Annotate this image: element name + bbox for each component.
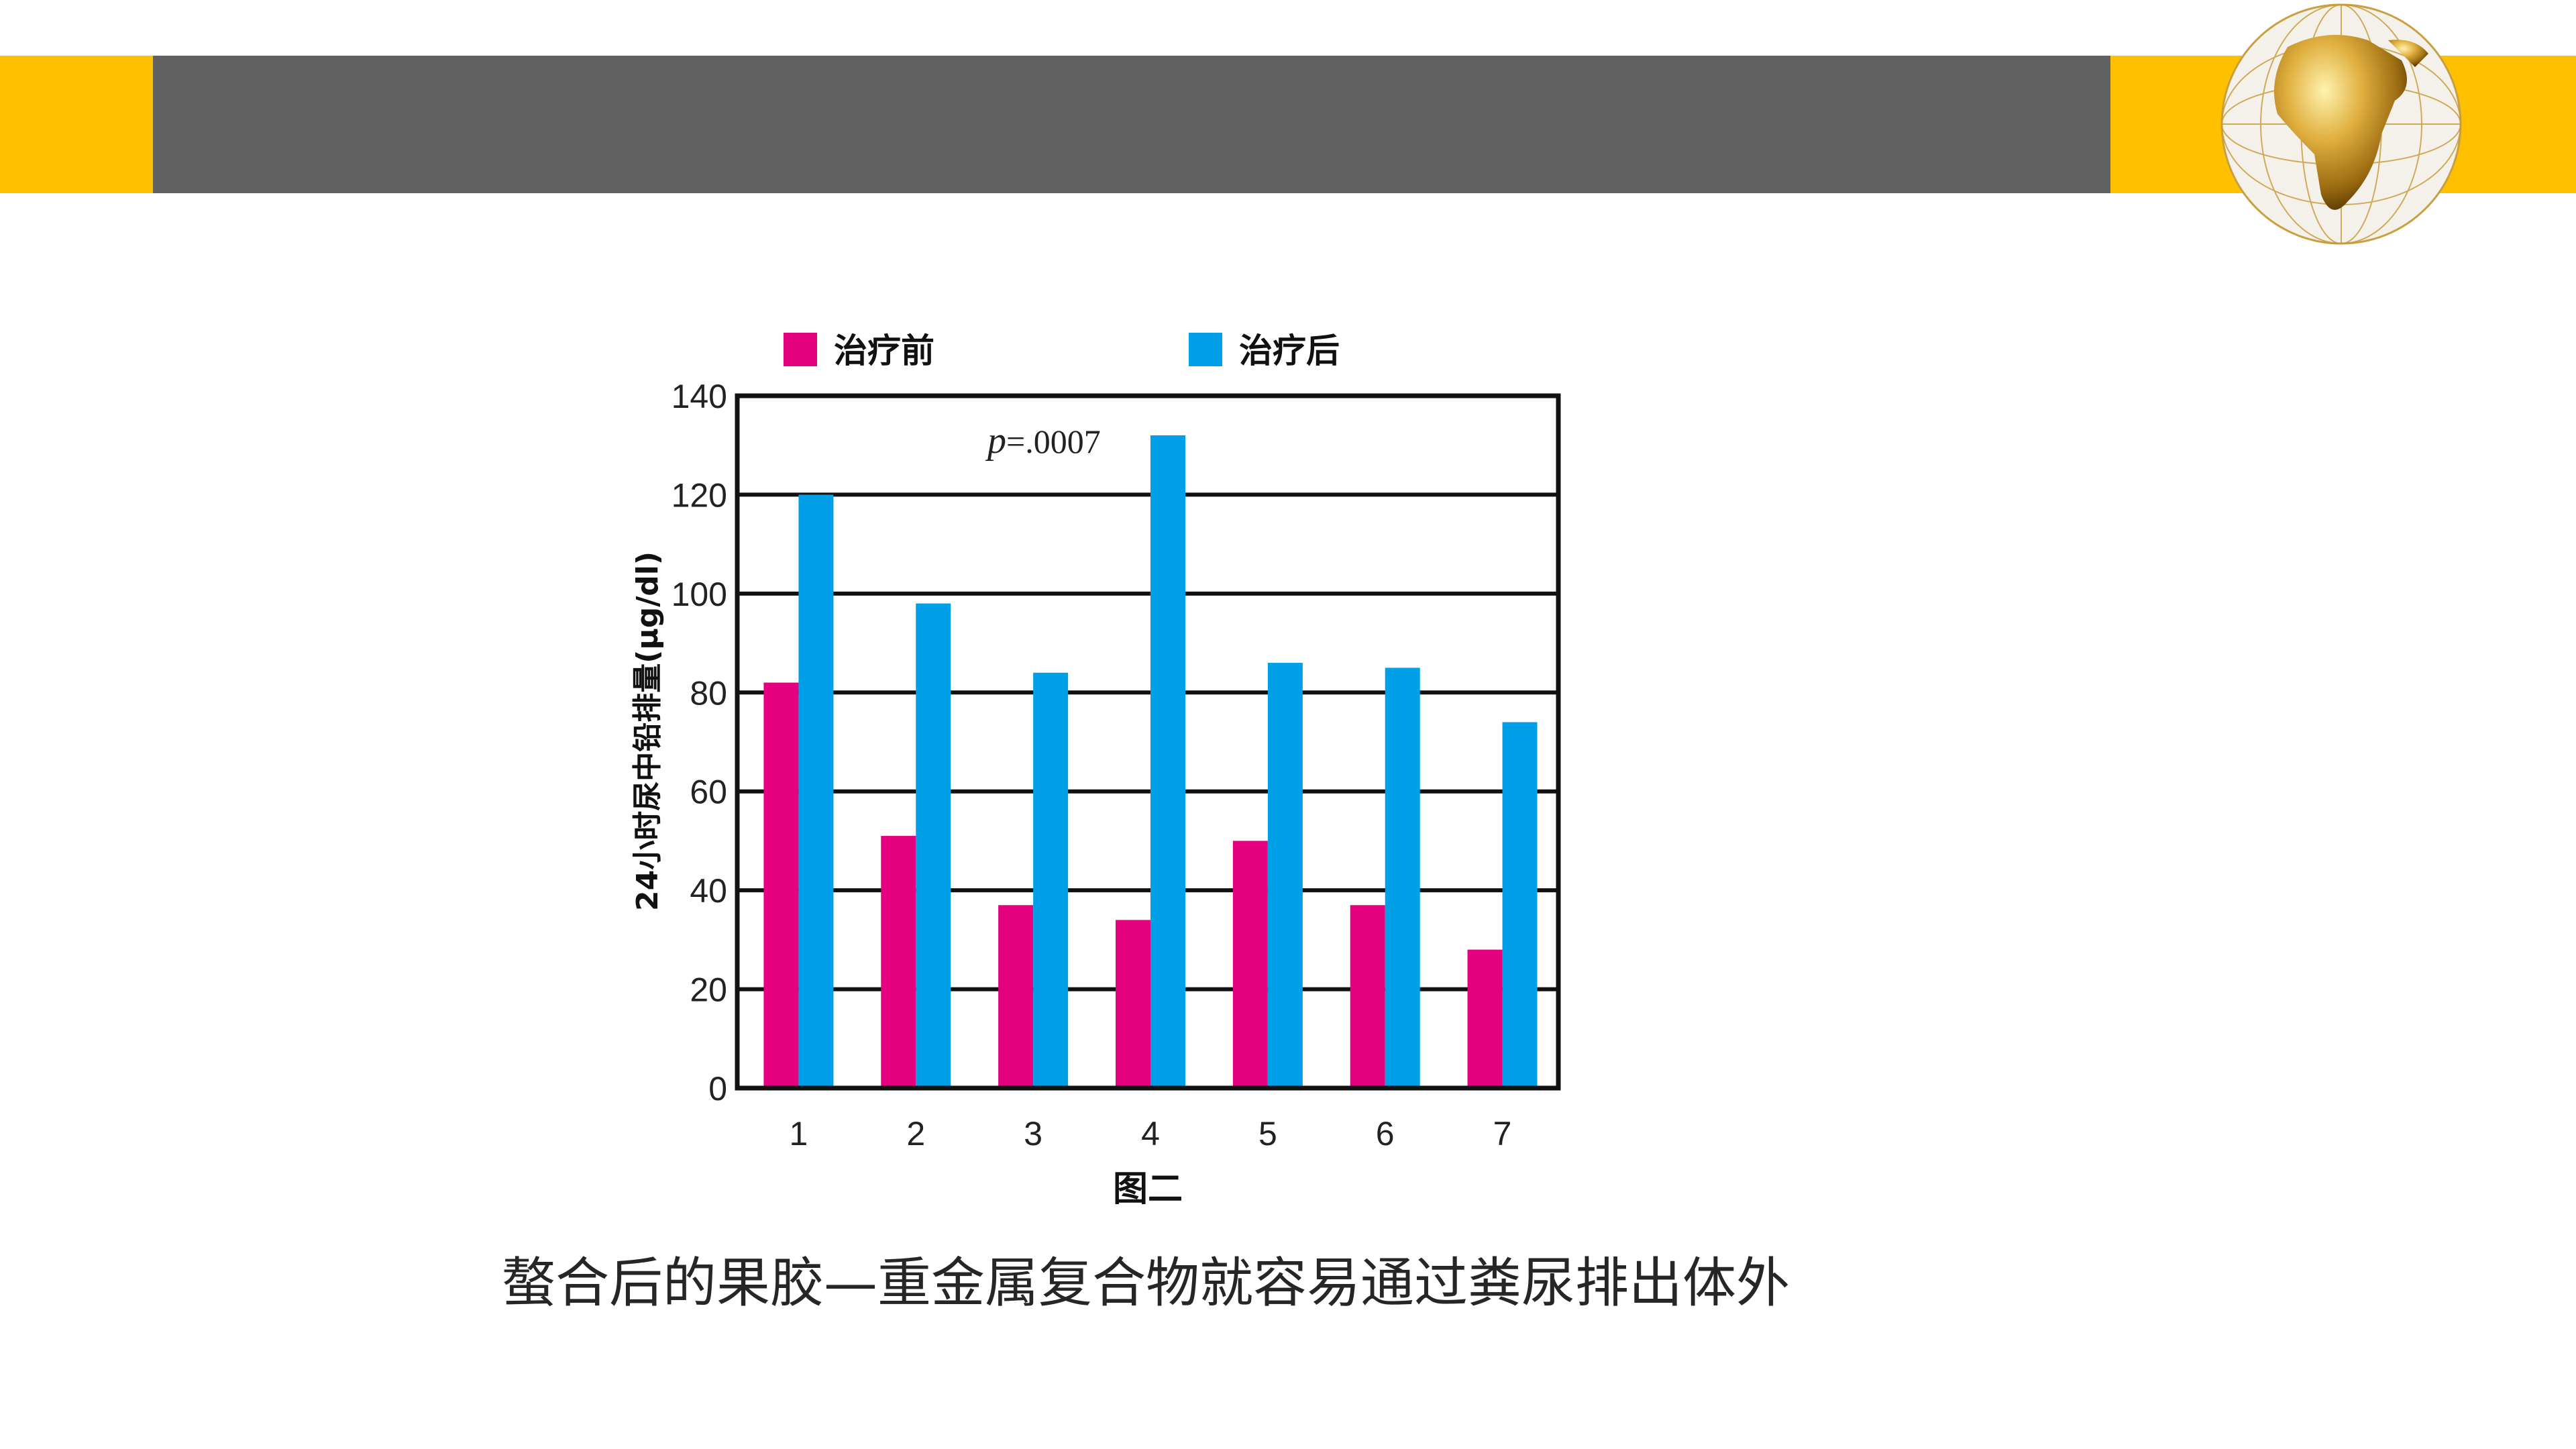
bar-after-2 bbox=[916, 603, 951, 1086]
y-tick-label: 0 bbox=[708, 1070, 727, 1108]
bar-after-1 bbox=[798, 494, 834, 1086]
bar-before-7 bbox=[1467, 949, 1503, 1086]
bar-after-5 bbox=[1267, 663, 1303, 1086]
plot-frame bbox=[735, 393, 1561, 1091]
bar-after-3 bbox=[1033, 672, 1069, 1086]
p-value-symbol: p bbox=[985, 420, 1006, 462]
chart-title: 图二 bbox=[1113, 1169, 1183, 1210]
x-tick-label: 5 bbox=[1258, 1115, 1277, 1152]
header-band-left bbox=[0, 56, 153, 193]
y-axis-label: 24小时尿中铅排量(μg/dl) bbox=[631, 551, 665, 911]
x-tick-label: 7 bbox=[1493, 1115, 1512, 1152]
bar-after-7 bbox=[1502, 722, 1538, 1086]
header-band-title bbox=[153, 56, 2110, 193]
x-tick-label: 4 bbox=[1141, 1115, 1160, 1152]
y-tick-label: 20 bbox=[690, 971, 727, 1009]
bar-after-6 bbox=[1385, 667, 1420, 1086]
x-tick-label: 1 bbox=[790, 1115, 808, 1152]
bar-after-4 bbox=[1150, 435, 1185, 1086]
bar-before-1 bbox=[763, 682, 799, 1086]
bar-before-6 bbox=[1350, 905, 1385, 1086]
x-tick-label: 2 bbox=[906, 1115, 925, 1152]
legend-swatch-2 bbox=[1189, 333, 1222, 366]
bar-before-5 bbox=[1232, 841, 1268, 1086]
y-tick-label: 60 bbox=[690, 773, 727, 811]
bar-before-4 bbox=[1116, 920, 1150, 1086]
x-tick-label: 3 bbox=[1024, 1115, 1042, 1152]
y-tick-label: 140 bbox=[672, 378, 727, 415]
y-tick-label: 120 bbox=[672, 476, 727, 514]
y-tick-label: 100 bbox=[672, 576, 727, 613]
y-tick-label: 80 bbox=[690, 674, 727, 712]
p-value-annotation: p=.0007 bbox=[985, 420, 1101, 462]
gold-globe-icon bbox=[2220, 3, 2462, 245]
legend-label-2: 治疗后 bbox=[1239, 331, 1340, 370]
p-value-number: =.0007 bbox=[1006, 423, 1101, 460]
legend-label-1: 治疗前 bbox=[834, 331, 934, 370]
y-tick-label: 40 bbox=[690, 872, 727, 910]
slide-caption: 螯合后的果胶—重金属复合物就容易通过粪尿排出体外 bbox=[502, 1252, 1790, 1314]
bar-before-3 bbox=[998, 905, 1034, 1086]
x-tick-label: 6 bbox=[1376, 1115, 1395, 1152]
bar-before-2 bbox=[881, 836, 916, 1086]
legend-swatch-1 bbox=[784, 333, 817, 366]
